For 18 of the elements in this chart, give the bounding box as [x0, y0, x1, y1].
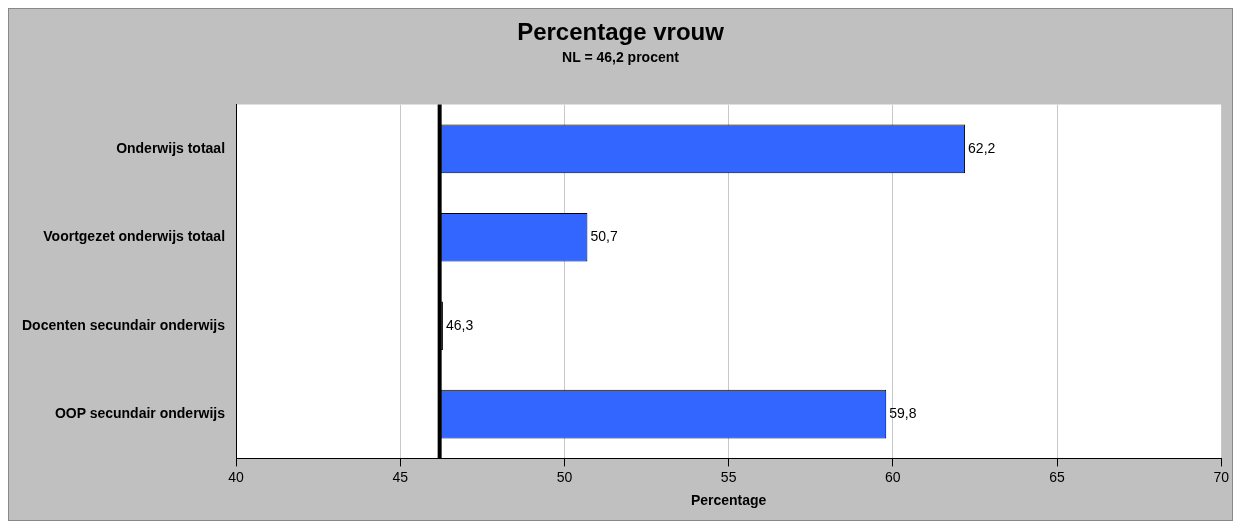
- data-label: 59,8: [889, 405, 917, 422]
- x-tick-label: 55: [720, 468, 737, 485]
- x-tick-label: 40: [228, 468, 245, 485]
- chart-subtitle: NL = 46,2 procent: [562, 49, 680, 66]
- data-label: 62,2: [968, 139, 996, 156]
- y-tick-label: Voortgezet onderwijs totaal: [43, 228, 226, 245]
- chart-title: Percentage vrouw: [517, 18, 725, 46]
- x-tick-label: 50: [556, 468, 573, 485]
- data-label: 50,7: [590, 228, 618, 245]
- y-tick-label: OOP secundair onderwijs: [54, 405, 226, 422]
- y-tick-label: Docenten secundair onderwijs: [21, 316, 226, 333]
- x-tick-label: 45: [392, 468, 409, 485]
- y-tick-label: Onderwijs totaal: [116, 139, 226, 156]
- x-tick-label: 70: [1213, 468, 1230, 485]
- data-label: 46,3: [445, 316, 474, 333]
- x-tick-label: 65: [1049, 468, 1066, 485]
- x-axis-title: Percentage: [690, 492, 767, 509]
- x-tick-label: 60: [885, 468, 901, 485]
